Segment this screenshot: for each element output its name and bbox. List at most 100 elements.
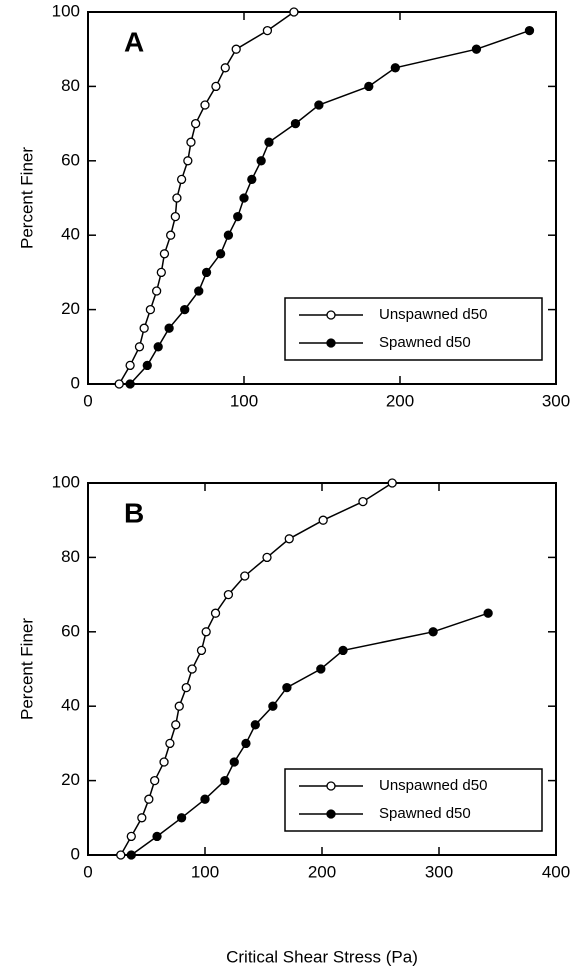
data-point — [268, 701, 278, 711]
data-point — [282, 682, 292, 693]
data-point — [284, 534, 294, 544]
data-point — [170, 211, 181, 222]
data-point — [187, 664, 197, 674]
data-point — [220, 63, 230, 73]
plot-frame — [87, 11, 557, 385]
data-point — [159, 757, 169, 767]
data-point — [153, 342, 163, 352]
data-point — [256, 156, 266, 166]
y-tick-label: 20 — [61, 770, 80, 789]
legend-marker — [326, 310, 336, 320]
data-point — [201, 267, 212, 278]
data-point — [194, 286, 204, 296]
x-tick-label: 0 — [83, 862, 92, 881]
y-tick-label: 100 — [52, 1, 80, 20]
y-tick-label: 0 — [71, 844, 80, 863]
x-tick-label: 300 — [542, 391, 570, 410]
data-point — [471, 44, 482, 54]
y-axis-label: Percent Finer — [17, 618, 36, 720]
data-point — [314, 100, 324, 110]
data-point — [174, 701, 184, 711]
data-point — [116, 850, 126, 860]
panel-label: A — [124, 26, 144, 57]
data-point — [159, 249, 170, 259]
data-point — [241, 738, 251, 749]
data-point — [524, 25, 535, 36]
legend-label: Unspawned d50 — [379, 306, 487, 323]
data-point — [215, 249, 226, 259]
data-point — [171, 720, 181, 730]
data-point — [152, 831, 162, 842]
x-tick-label: 200 — [308, 862, 336, 881]
data-point — [201, 627, 211, 637]
x-axis-label: Critical Shear Stress (Pa) — [226, 947, 418, 966]
data-point — [176, 813, 187, 823]
plot-frame — [87, 482, 557, 856]
panel-label: B — [124, 497, 144, 528]
data-point — [390, 63, 400, 73]
x-tick-label: 400 — [542, 862, 570, 881]
data-point — [114, 379, 124, 389]
data-point — [151, 286, 162, 296]
y-axis-label: Percent Finer — [17, 147, 36, 249]
data-point — [262, 25, 273, 36]
y-tick-label: 60 — [61, 621, 80, 640]
data-point — [137, 813, 147, 823]
y-tick-label: 80 — [61, 547, 80, 566]
data-point — [150, 775, 160, 786]
data-point — [190, 118, 201, 129]
data-point — [318, 515, 328, 525]
y-tick-label: 0 — [71, 373, 80, 392]
legend-marker — [326, 338, 336, 348]
legend-box — [284, 297, 543, 361]
data-point — [144, 794, 154, 804]
data-point — [125, 360, 135, 371]
data-point — [164, 323, 174, 333]
data-point — [134, 342, 145, 352]
data-point — [186, 137, 196, 147]
data-point — [156, 267, 166, 278]
data-point — [126, 831, 136, 842]
data-point — [165, 738, 175, 749]
x-tick-label: 200 — [386, 391, 414, 410]
data-point — [200, 794, 210, 804]
data-point — [358, 496, 368, 507]
data-point — [220, 775, 230, 786]
data-point — [166, 230, 176, 240]
data-point — [364, 81, 374, 92]
data-point — [211, 81, 221, 92]
x-tick-label: 100 — [230, 391, 258, 410]
data-point — [142, 360, 152, 371]
legend-label: Unspawned d50 — [379, 777, 487, 794]
data-point — [231, 44, 241, 54]
legend-label: Spawned d50 — [379, 805, 471, 822]
legend-box — [284, 768, 543, 832]
data-point — [289, 7, 299, 17]
data-point — [180, 304, 190, 315]
data-point — [387, 478, 397, 488]
legend-label: Spawned d50 — [379, 334, 471, 351]
data-point — [172, 193, 182, 203]
y-tick-label: 100 — [52, 472, 80, 491]
y-tick-label: 20 — [61, 299, 80, 318]
series-line — [130, 612, 489, 856]
data-point — [181, 682, 191, 693]
data-point — [262, 552, 272, 563]
data-point — [483, 608, 493, 618]
data-point — [316, 664, 326, 674]
data-point — [229, 757, 239, 767]
data-point — [290, 118, 301, 129]
data-point — [239, 193, 249, 203]
data-point — [196, 645, 207, 656]
data-point — [338, 645, 348, 656]
y-tick-label: 80 — [61, 76, 80, 95]
data-point — [145, 304, 156, 315]
data-point — [223, 230, 234, 240]
y-tick-label: 60 — [61, 150, 80, 169]
legend-marker — [326, 781, 336, 791]
data-point — [250, 720, 260, 730]
data-point — [126, 850, 136, 860]
data-point — [247, 174, 257, 185]
data-point — [240, 571, 250, 581]
